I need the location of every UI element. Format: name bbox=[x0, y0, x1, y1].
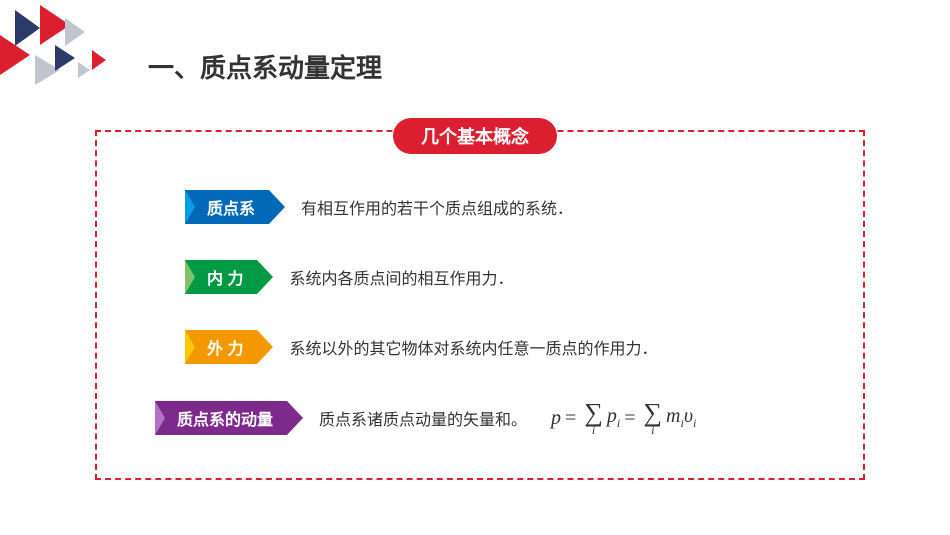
formula-term1: pi bbox=[607, 405, 620, 431]
concept-label-2: 内 力 bbox=[185, 260, 257, 294]
concept-label-3-text: 外 力 bbox=[207, 335, 243, 359]
sigma-1-idx: i bbox=[592, 424, 595, 436]
formula-eq2: = bbox=[624, 407, 635, 430]
concept-label-1-text: 质点系 bbox=[207, 195, 255, 219]
formula-eq1: = bbox=[565, 407, 576, 430]
concept-label-4: 质点系的动量 bbox=[155, 401, 287, 435]
sum-symbol-2: ∑ i bbox=[643, 400, 662, 436]
concept-desc-2: 系统内各质点间的相互作用力． bbox=[289, 265, 513, 289]
concept-row-2: 内 力 系统内各质点间的相互作用力． bbox=[185, 260, 513, 294]
sum-symbol-1: ∑ i bbox=[584, 400, 603, 436]
concept-row-4: 质点系的动量 质点系诸质点动量的矢量和。 p = ∑ i pi = ∑ i mi… bbox=[155, 400, 696, 436]
concept-label-1: 质点系 bbox=[185, 190, 269, 224]
sigma-2-idx: i bbox=[651, 424, 654, 436]
formula-term2: miυi bbox=[666, 405, 696, 431]
concept-row-1: 质点系 有相互作用的若干个质点组成的系统． bbox=[185, 190, 573, 224]
concept-desc-3: 系统以外的其它物体对系统内任意一质点的作用力． bbox=[289, 335, 657, 359]
concept-desc-4-text: 质点系诸质点动量的矢量和。 bbox=[319, 406, 527, 430]
concept-row-3: 外 力 系统以外的其它物体对系统内任意一质点的作用力． bbox=[185, 330, 657, 364]
page-title: 一、质点系动量定理 bbox=[148, 48, 382, 85]
concept-desc-4: 质点系诸质点动量的矢量和。 p = ∑ i pi = ∑ i miυi bbox=[319, 400, 696, 436]
concept-desc-1: 有相互作用的若干个质点组成的系统． bbox=[301, 195, 573, 219]
badge-title: 几个基本概念 bbox=[393, 118, 557, 154]
momentum-formula: p = ∑ i pi = ∑ i miυi bbox=[551, 400, 696, 436]
concept-label-2-text: 内 力 bbox=[207, 265, 243, 289]
formula-lhs: p bbox=[551, 407, 561, 430]
concept-label-4-text: 质点系的动量 bbox=[177, 406, 273, 430]
corner-decoration bbox=[0, 0, 140, 100]
concept-label-3: 外 力 bbox=[185, 330, 257, 364]
